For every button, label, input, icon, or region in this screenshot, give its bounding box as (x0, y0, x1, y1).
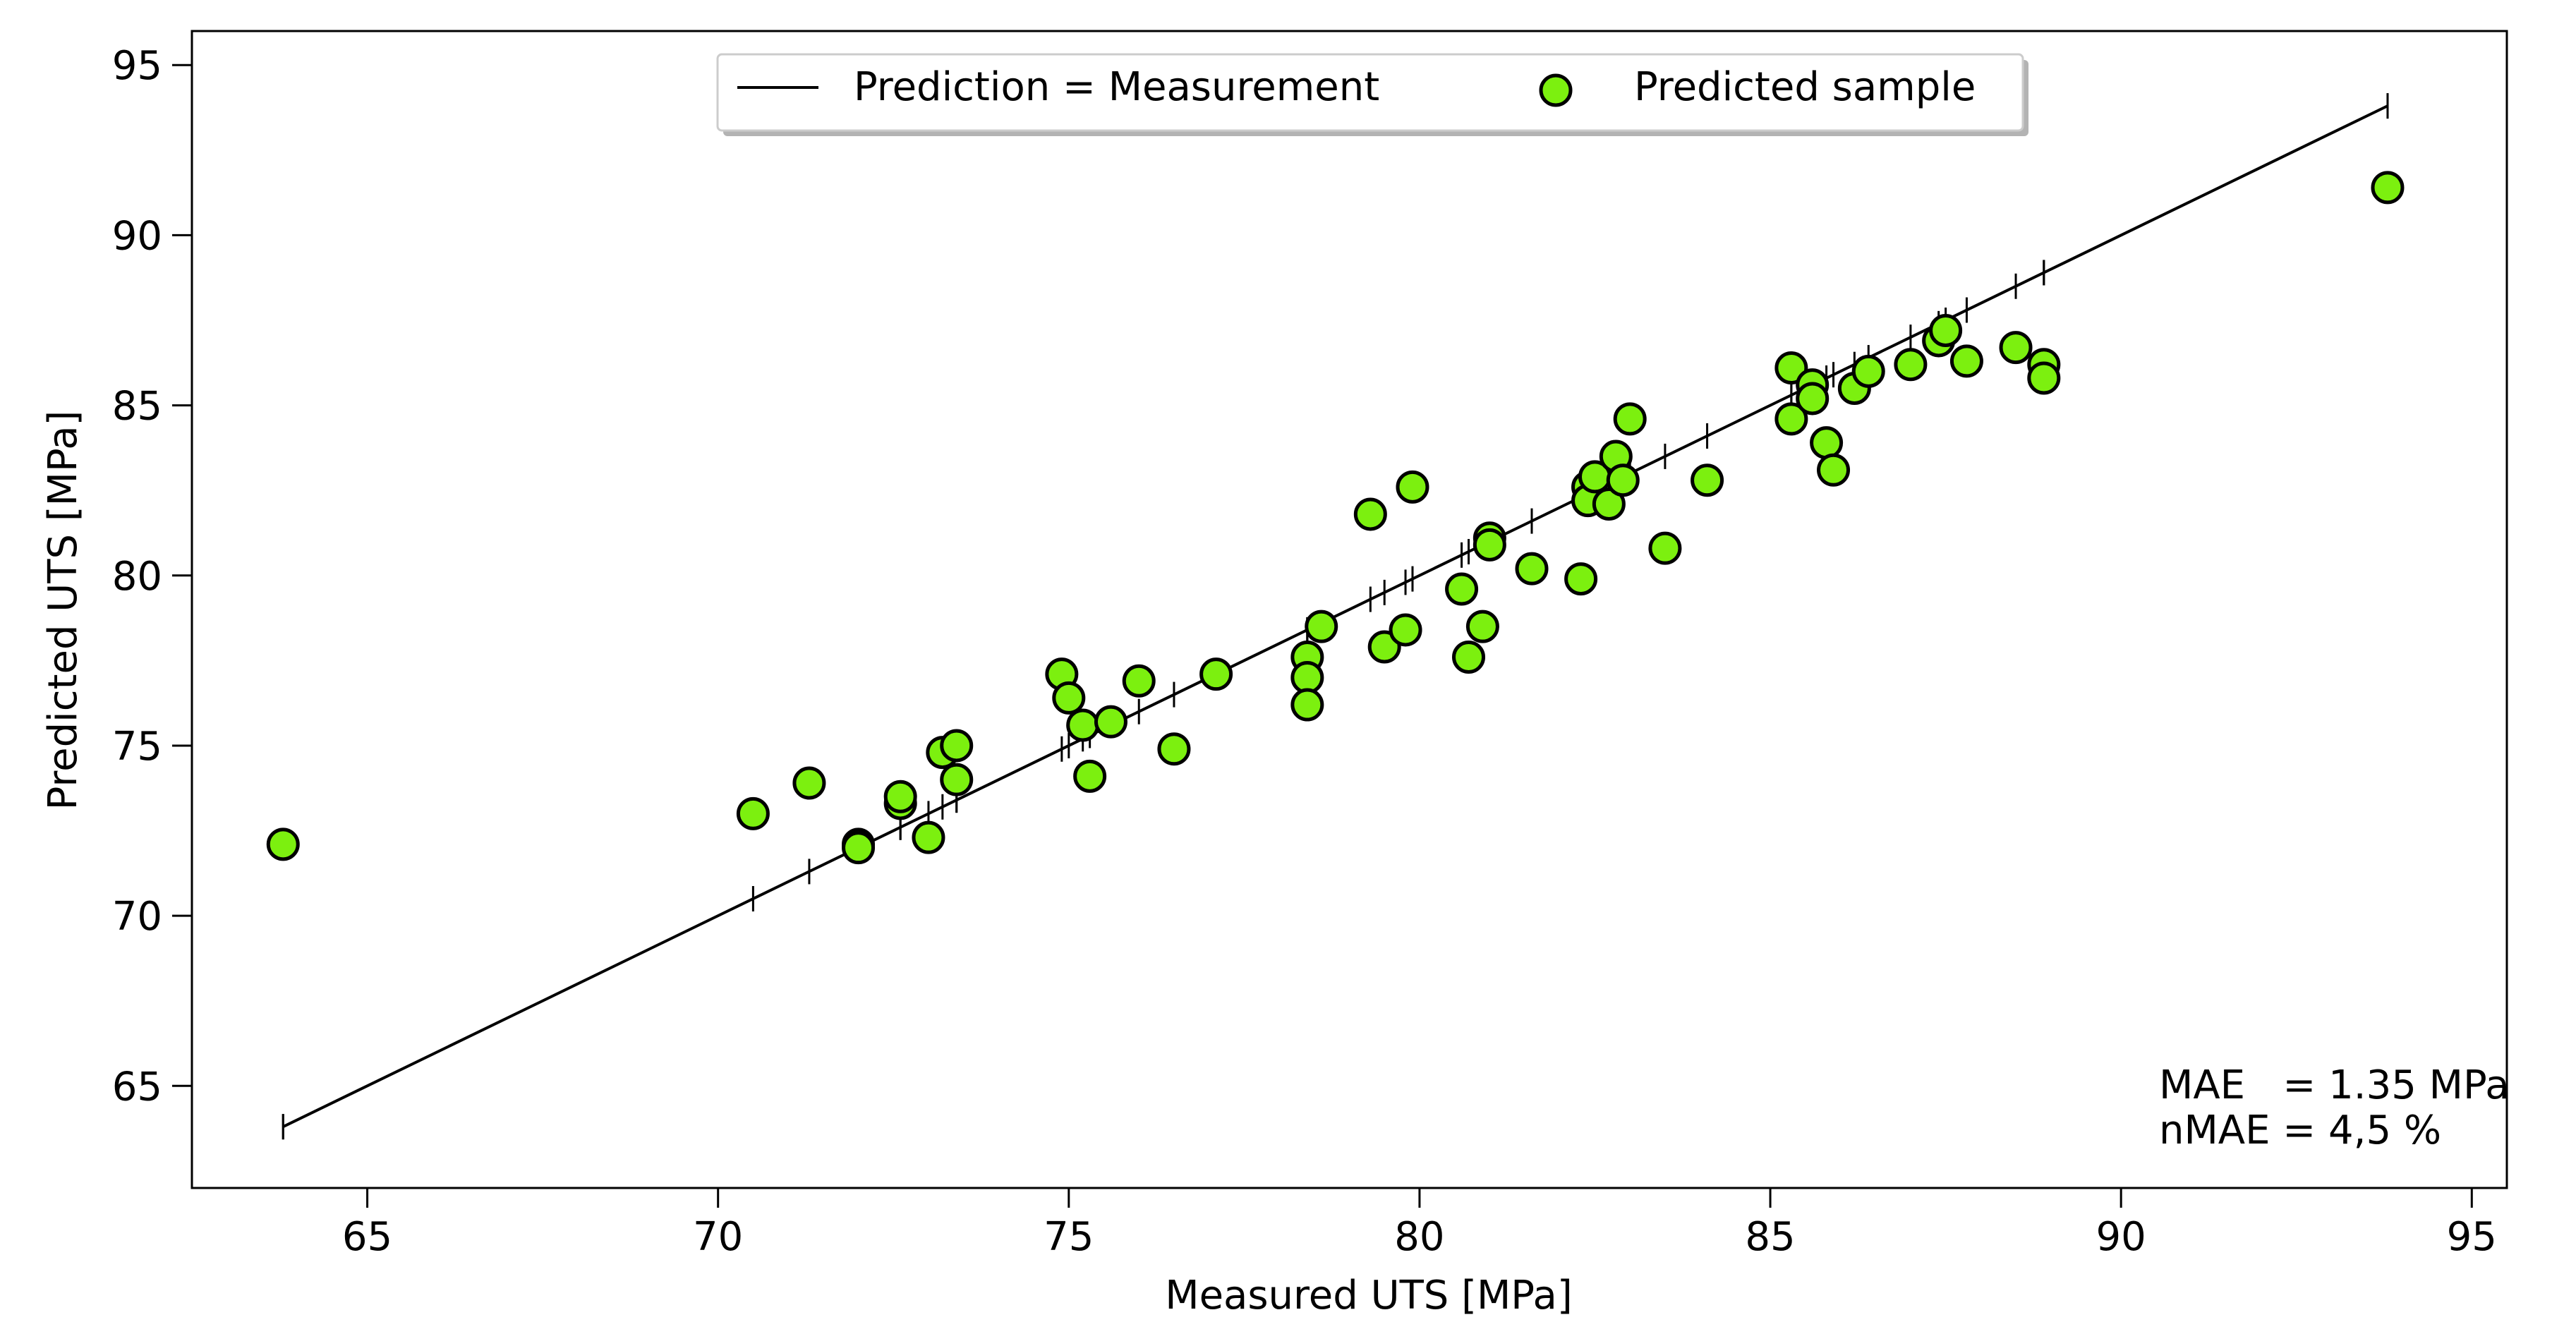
mae-annotation: MAE = 1.35 MPa (2159, 1062, 2510, 1108)
scatter-point (1094, 705, 1127, 739)
y-tick-label: 70 (112, 894, 162, 940)
scatter-point (1564, 562, 1598, 596)
scatter-point (1199, 657, 1233, 691)
scatter-point (1606, 463, 1640, 497)
scatter-point (266, 827, 300, 861)
y-tick-label: 95 (112, 43, 162, 89)
scatter-point (2027, 361, 2061, 395)
scatter-point (1396, 470, 1429, 504)
scatter-point (1465, 610, 1499, 643)
scatter-point (1999, 331, 2033, 365)
x-tick-label: 80 (1394, 1214, 1444, 1260)
y-tick-label: 75 (112, 724, 162, 770)
nmae-annotation: nMAE = 4,5 % (2159, 1108, 2441, 1153)
scatter-point (2371, 171, 2405, 205)
scatter-point (1290, 688, 1324, 722)
scatter-point (1073, 759, 1107, 793)
scatter-point (1796, 382, 1830, 416)
x-tick-label: 75 (1044, 1214, 1094, 1260)
legend-box (716, 53, 2024, 132)
legend: Prediction = Measurement Predicted sampl… (716, 53, 2028, 136)
scatter-point (1445, 572, 1479, 606)
scatter-point (1810, 426, 1844, 460)
scatter-point (1648, 531, 1682, 565)
scatter-point (1949, 344, 1983, 378)
x-tick-label: 85 (1745, 1214, 1795, 1260)
scatter-point (1515, 552, 1549, 586)
scatter-points (266, 171, 2405, 865)
x-tick-label: 65 (342, 1214, 392, 1260)
scatter-point (736, 796, 770, 830)
scatter-point (1389, 613, 1422, 647)
scatter-point (792, 766, 826, 800)
scatter-point (1122, 664, 1156, 698)
scatter-point (1774, 351, 1808, 385)
scatter-point (1817, 453, 1851, 487)
scatter-point (1473, 528, 1506, 562)
scatter-point (940, 763, 974, 796)
legend-marker-label: Predicted sample (1634, 64, 1976, 110)
legend-line-label: Prediction = Measurement (854, 64, 1379, 110)
x-tick-label: 70 (693, 1214, 743, 1260)
plot-frame (191, 30, 2508, 1189)
identity-line-group (282, 93, 2389, 1140)
scatter-point (940, 729, 974, 763)
identity-line (282, 104, 2388, 1128)
scatter-point (1066, 708, 1100, 742)
legend-marker-swatch (1539, 73, 1573, 107)
scatter-point (842, 831, 876, 865)
y-tick-label: 65 (112, 1064, 162, 1110)
y-axis-label: Predicted UTS [MPa] (40, 411, 86, 811)
y-tick-label: 85 (112, 384, 162, 430)
scatter-point (1929, 313, 1963, 347)
scatter-point (883, 780, 917, 813)
y-axis: 65 70 75 80 85 90 95 (112, 43, 192, 1110)
scatter-point (1592, 487, 1626, 521)
scatter-point (1290, 660, 1324, 694)
y-tick-label: 80 (112, 554, 162, 600)
scatter-point (1613, 402, 1647, 436)
x-axis: 65 70 75 80 85 90 95 (342, 1188, 2497, 1260)
x-axis-label: Measured UTS [MPa] (1165, 1273, 1572, 1318)
x-tick-label: 90 (2096, 1214, 2146, 1260)
x-tick-label: 95 (2447, 1214, 2497, 1260)
scatter-point (912, 820, 945, 854)
scatter-point (1691, 463, 1724, 497)
y-tick-label: 90 (112, 213, 162, 259)
scatter-point (1367, 630, 1401, 664)
scatter-point (1052, 681, 1086, 715)
scatter-point (1305, 610, 1338, 643)
scatter-point (1353, 497, 1387, 531)
scatter-point (1452, 641, 1486, 674)
scatter-point (1894, 348, 1928, 382)
scatter-point (1157, 732, 1191, 766)
scatter-point (1851, 354, 1885, 388)
scatter-point (1774, 402, 1808, 436)
